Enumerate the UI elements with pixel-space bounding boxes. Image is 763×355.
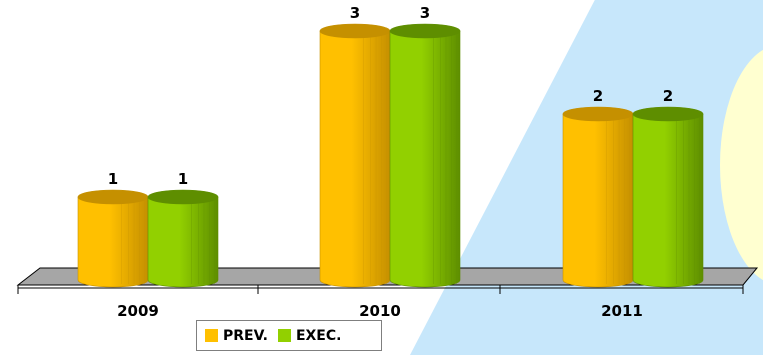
legend-label-prev: PREV. (223, 327, 268, 344)
legend-swatch-exec (277, 329, 291, 342)
bar-exec-2010 (389, 23, 461, 288)
legend-label-exec: EXEC. (295, 327, 342, 344)
x-axis: 2009 2010 2011 (17, 285, 744, 320)
legend-swatch-prev (205, 329, 218, 342)
data-label-prev-2011: 2 (593, 87, 603, 105)
x-tick-label-2010: 2010 (359, 302, 401, 320)
data-label-prev-2009: 1 (108, 170, 118, 188)
data-labels: 1 1 3 3 2 2 (108, 4, 673, 188)
legend-item-prev: PREV. (205, 328, 268, 344)
data-label-prev-2010: 3 (350, 4, 360, 22)
bar-exec-2011 (632, 106, 704, 288)
bar-prev-2009 (77, 189, 149, 288)
x-tick-label-2011: 2011 (601, 302, 643, 320)
bars (77, 23, 704, 288)
data-label-exec-2010: 3 (420, 4, 430, 22)
bar-exec-2009 (147, 189, 219, 288)
data-label-exec-2011: 2 (663, 87, 673, 105)
legend-item-exec: EXEC. (277, 327, 342, 344)
legend: PREV. EXEC. (196, 320, 382, 351)
bar-prev-2010 (319, 23, 391, 288)
bar-prev-2011 (562, 106, 634, 288)
data-label-exec-2009: 1 (178, 170, 188, 188)
x-tick-label-2009: 2009 (117, 302, 159, 320)
watermark-yellow-shape (720, 49, 763, 281)
